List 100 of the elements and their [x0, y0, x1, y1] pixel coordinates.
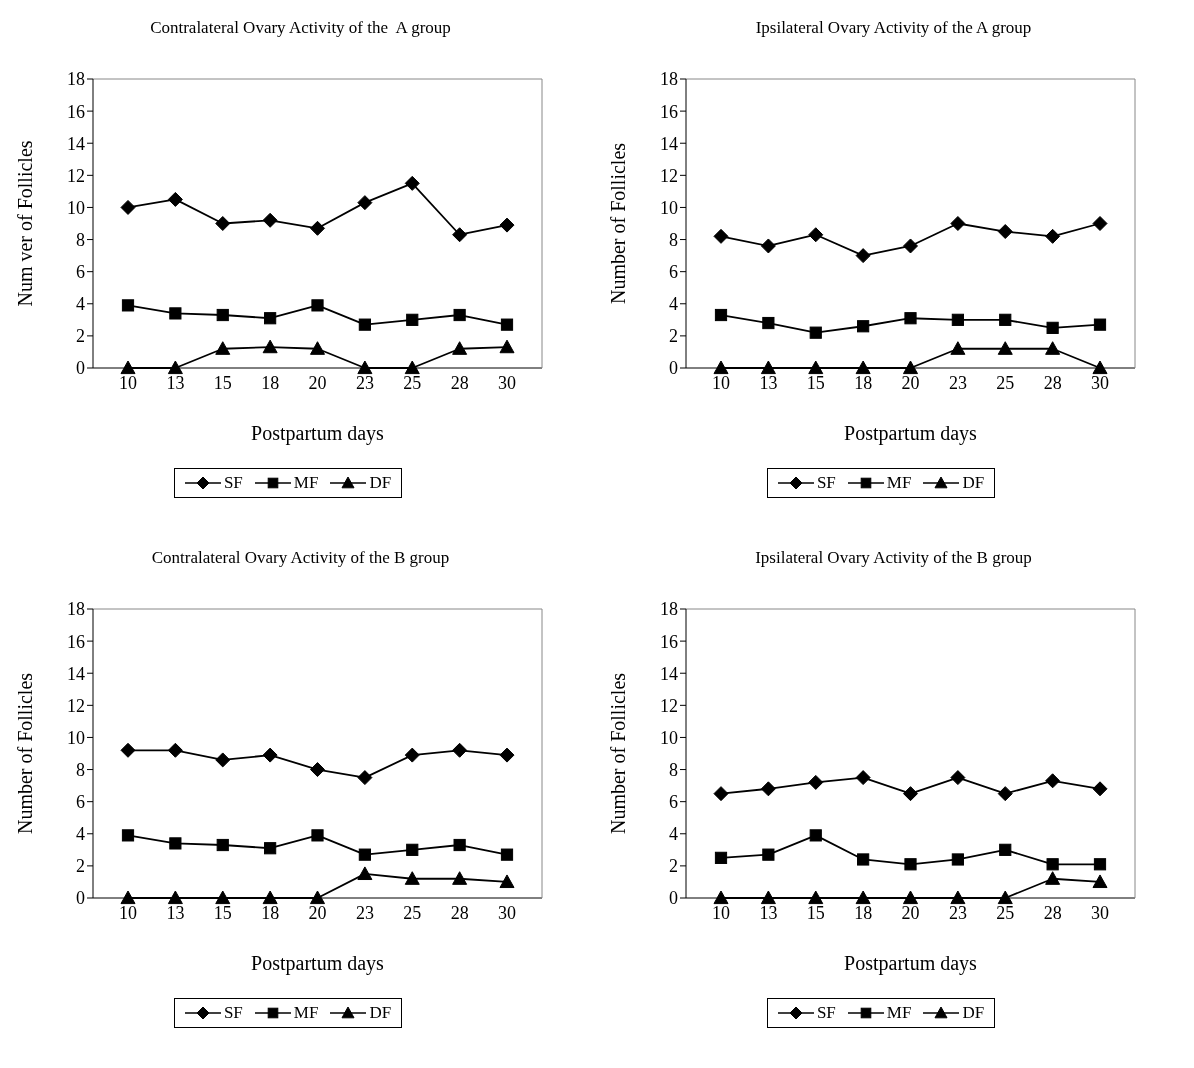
point: [951, 853, 964, 866]
x-tick-label: 28: [1043, 902, 1062, 923]
point: [452, 341, 468, 355]
y-tick-label: 10: [660, 727, 678, 748]
y-tick-label: 8: [76, 759, 85, 780]
point: [713, 228, 729, 244]
point: [1046, 858, 1059, 871]
point: [1046, 321, 1059, 334]
point: [499, 747, 515, 763]
x-tick-label: 23: [355, 902, 374, 923]
y-tick-label: 14: [67, 663, 85, 684]
y-tick-label: 8: [669, 759, 678, 780]
point: [714, 308, 728, 322]
point: [855, 890, 871, 905]
x-tick-label: 25: [996, 902, 1015, 923]
y-tick-label: 6: [669, 792, 678, 813]
y-tick-label: 2: [669, 326, 678, 347]
point: [713, 890, 729, 905]
x-axis-title: Postpartum days: [251, 952, 385, 975]
point: [262, 890, 278, 905]
point: [311, 829, 324, 842]
point: [760, 781, 776, 797]
point: [264, 842, 277, 855]
point: [262, 339, 278, 354]
point: [1093, 858, 1107, 871]
point: [216, 308, 229, 322]
point: [713, 360, 729, 375]
point: [999, 843, 1012, 856]
point: [950, 216, 966, 231]
point: [310, 762, 325, 778]
point: [216, 838, 229, 852]
x-tick-label: 10: [712, 372, 730, 393]
y-tick-label: 16: [660, 101, 678, 122]
point: [500, 848, 514, 861]
legend-label: DF: [368, 473, 392, 493]
x-axis-title: Postpartum days: [251, 422, 385, 445]
x-tick-label: 13: [166, 372, 185, 393]
chart-title: Contralateral Ovary Activity of the A group: [149, 17, 452, 39]
x-tick-label: 28: [450, 902, 469, 923]
x-tick-label: 10: [119, 372, 137, 393]
point: [762, 316, 775, 330]
point: [452, 227, 468, 243]
point: [500, 318, 514, 331]
x-tick-label: 15: [213, 902, 232, 923]
point: [857, 320, 870, 333]
y-tick-label: 16: [67, 631, 85, 652]
point: [997, 786, 1013, 802]
y-tick-label: 6: [76, 792, 85, 813]
point: [121, 829, 135, 842]
point: [310, 341, 325, 355]
point: [713, 786, 729, 802]
x-axis-title: Postpartum days: [844, 422, 978, 445]
point: [855, 360, 871, 375]
point: [453, 308, 466, 322]
x-tick-label: 10: [119, 902, 137, 923]
x-tick-label: 23: [948, 372, 967, 393]
x-tick-label: 28: [450, 372, 469, 393]
point: [903, 360, 918, 375]
y-tick-label: 18: [67, 69, 85, 90]
point: [499, 874, 515, 889]
y-tick-label: 4: [76, 294, 85, 315]
point: [215, 341, 231, 355]
y-tick-label: 14: [660, 663, 678, 684]
x-tick-label: 30: [498, 372, 516, 393]
point: [215, 216, 231, 231]
y-tick-label: 10: [660, 197, 678, 218]
y-tick-label: 4: [669, 294, 678, 315]
point: [857, 853, 870, 866]
y-tick-label: 4: [669, 824, 678, 845]
point: [120, 199, 136, 215]
point: [714, 851, 728, 864]
x-tick-label: 25: [403, 902, 422, 923]
point: [903, 890, 918, 905]
y-axis-title: Number of Follicles: [14, 672, 37, 835]
chart-title: Ipsilateral Ovary Activity of the A group: [754, 17, 1033, 39]
point: [997, 341, 1013, 355]
point: [903, 238, 918, 254]
chart-title: Ipsilateral Ovary Activity of the B group: [754, 547, 1033, 569]
x-tick-label: 20: [901, 902, 920, 923]
point: [167, 742, 183, 758]
x-tick-label: 25: [403, 372, 422, 393]
x-tick-label: 18: [854, 372, 873, 393]
point: [1093, 318, 1107, 331]
point: [120, 890, 136, 905]
y-tick-label: 0: [669, 358, 678, 379]
y-tick-label: 12: [660, 695, 678, 716]
point: [499, 217, 515, 233]
point: [951, 313, 964, 326]
point: [760, 360, 776, 375]
point: [358, 318, 371, 331]
x-axis-title: Postpartum days: [844, 952, 978, 975]
y-tick-label: 0: [76, 888, 85, 909]
x-tick-label: 13: [166, 902, 185, 923]
legend-label: SF: [815, 473, 836, 493]
point: [404, 360, 420, 375]
point: [762, 848, 775, 861]
point: [453, 838, 466, 852]
y-tick-label: 8: [76, 229, 85, 250]
x-tick-label: 13: [759, 372, 778, 393]
y-tick-label: 16: [660, 631, 678, 652]
